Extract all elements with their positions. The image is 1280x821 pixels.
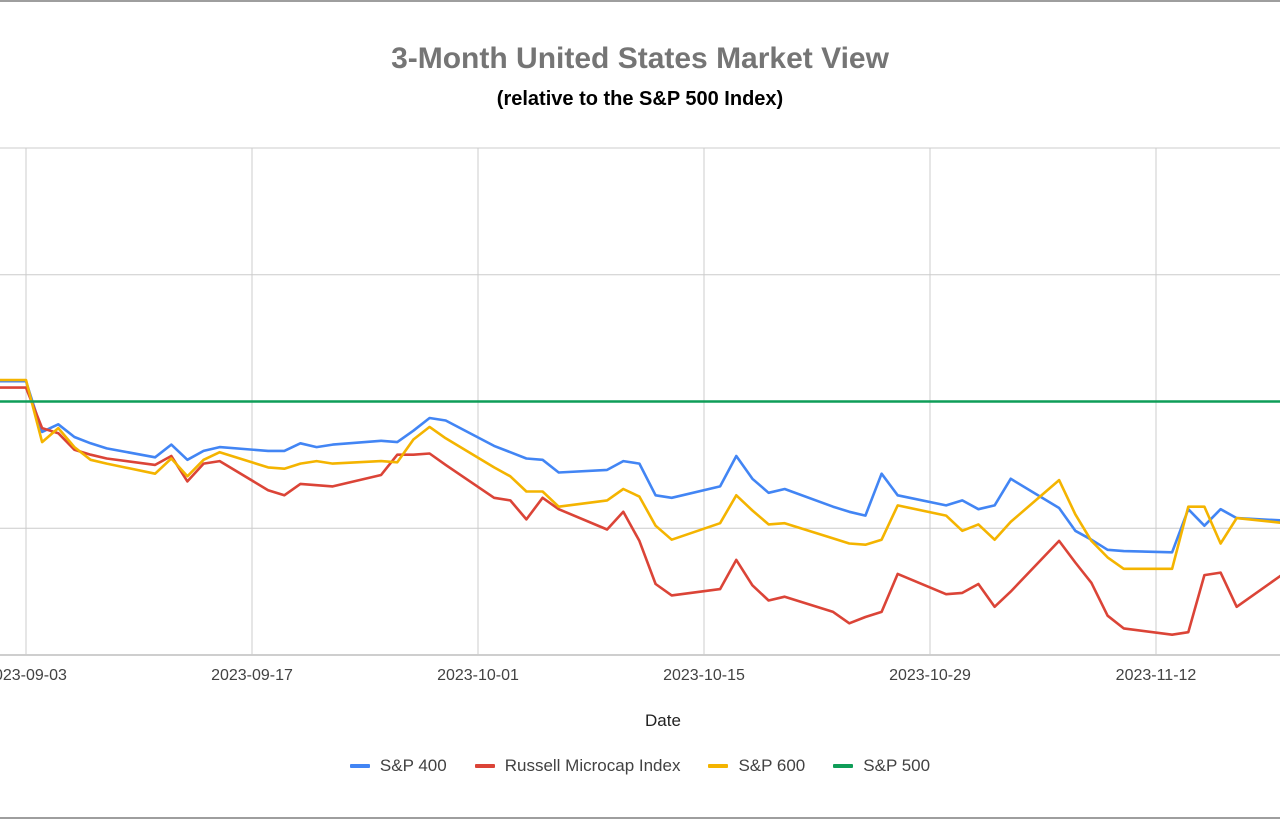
legend-swatch (708, 764, 729, 768)
legend-swatch (474, 764, 495, 768)
legend-label: Russell Microcap Index (504, 756, 681, 775)
series-line-s-p-600 (0, 378, 1280, 571)
x-tick-label: 2023-09-17 (211, 667, 293, 684)
legend-label: S&P 400 (379, 756, 447, 775)
legend-item: Russell Microcap Index (474, 756, 681, 776)
chart-subtitle: (relative to the S&P 500 Index) (496, 88, 784, 110)
legend-item: S&P 600 (708, 756, 805, 776)
x-axis-title: Date (645, 711, 681, 730)
x-tick-label: 2023-10-01 (437, 667, 519, 684)
x-tick-labels: 2023-09-03 2023-09-17 2023-10-01 2023-10-15… (0, 667, 1196, 684)
legend: S&P 400 Russell Microcap Index S&P 600 S&P … (0, 756, 1280, 776)
series-line-s-p-400 (0, 379, 1280, 554)
x-tick-label: 2023-11-12 (1116, 667, 1197, 684)
x-tick-label: 2023-09-03 (0, 667, 67, 684)
legend-label: S&P 500 (863, 756, 931, 775)
legend-item: S&P 500 (833, 756, 930, 776)
legend-label: S&P 600 (738, 756, 806, 775)
series-lines (0, 378, 1280, 637)
legend-swatch (349, 764, 370, 768)
chart-title: 3-Month United States Market View (391, 42, 889, 75)
x-tick-label: 2023-10-15 (663, 667, 745, 684)
series-line-russell-microcap-index (0, 386, 1280, 637)
x-tick-label: 2023-10-29 (889, 667, 971, 684)
legend-swatch (833, 764, 854, 768)
legend-item: S&P 400 (349, 756, 447, 776)
